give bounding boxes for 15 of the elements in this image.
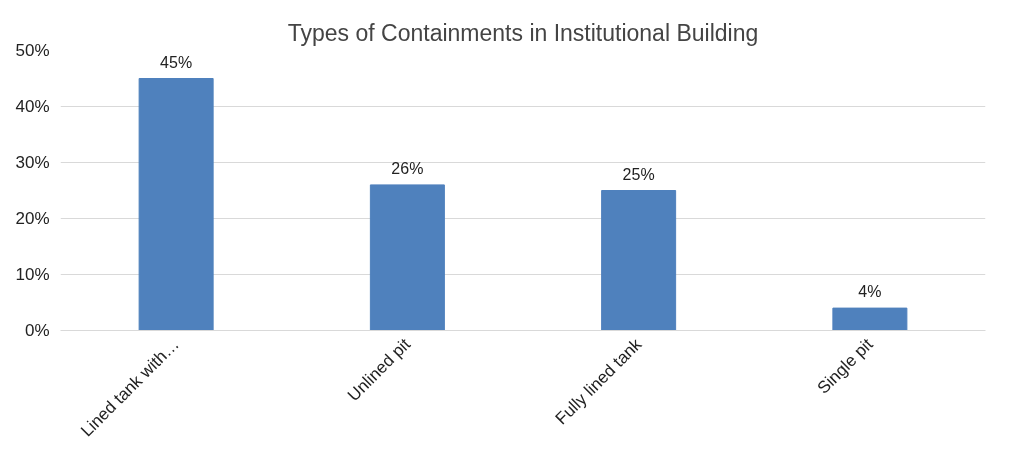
bar	[138, 78, 214, 331]
data-label: 26%	[391, 159, 424, 177]
bar	[601, 190, 677, 331]
data-label: 45%	[160, 53, 193, 71]
data-label: 4%	[858, 283, 882, 301]
y-tick-label: 50%	[15, 41, 50, 60]
y-tick-label: 30%	[15, 153, 50, 172]
y-tick-label: 0%	[24, 321, 50, 340]
data-label: 25%	[622, 165, 655, 183]
bar	[369, 184, 445, 331]
y-tick-label: 40%	[15, 97, 50, 116]
y-tick-label: 10%	[15, 265, 50, 284]
chart-title: Types of Containments in Institutional Building	[287, 19, 759, 46]
y-tick-label: 20%	[15, 209, 50, 228]
bar	[832, 307, 908, 331]
